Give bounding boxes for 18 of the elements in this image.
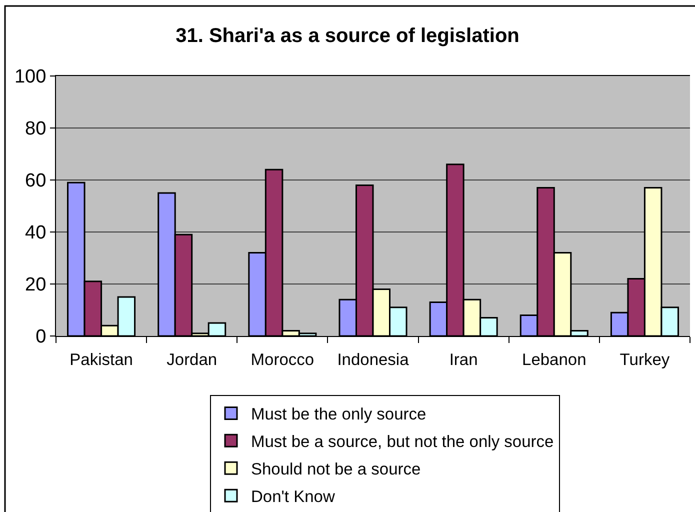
x-tick-label: Pakistan <box>70 350 133 369</box>
x-tick-label: Jordan <box>166 350 218 369</box>
y-tick-label: 60 <box>25 170 46 192</box>
x-tick-label: Iran <box>449 350 478 369</box>
y-tick-label: 20 <box>25 274 46 296</box>
legend-label: Must be the only source <box>251 406 426 424</box>
chart-title: 31. Shari'a as a source of legislation <box>176 25 520 47</box>
legend-label: Don't Know <box>251 488 335 506</box>
x-tick-label: Turkey <box>620 350 670 369</box>
y-tick-label: 80 <box>25 118 46 140</box>
legend-label: Must be a source, but not the only source <box>251 433 554 452</box>
x-tick-label: Lebanon <box>522 350 586 369</box>
y-tick-label: 0 <box>36 326 46 348</box>
x-tick-label: Indonesia <box>337 350 410 369</box>
y-tick-label: 40 <box>25 222 46 244</box>
legend-label: Should not be a source <box>251 460 421 479</box>
x-tick-label: Morocco <box>250 350 314 369</box>
y-tick-label: 100 <box>14 66 46 88</box>
